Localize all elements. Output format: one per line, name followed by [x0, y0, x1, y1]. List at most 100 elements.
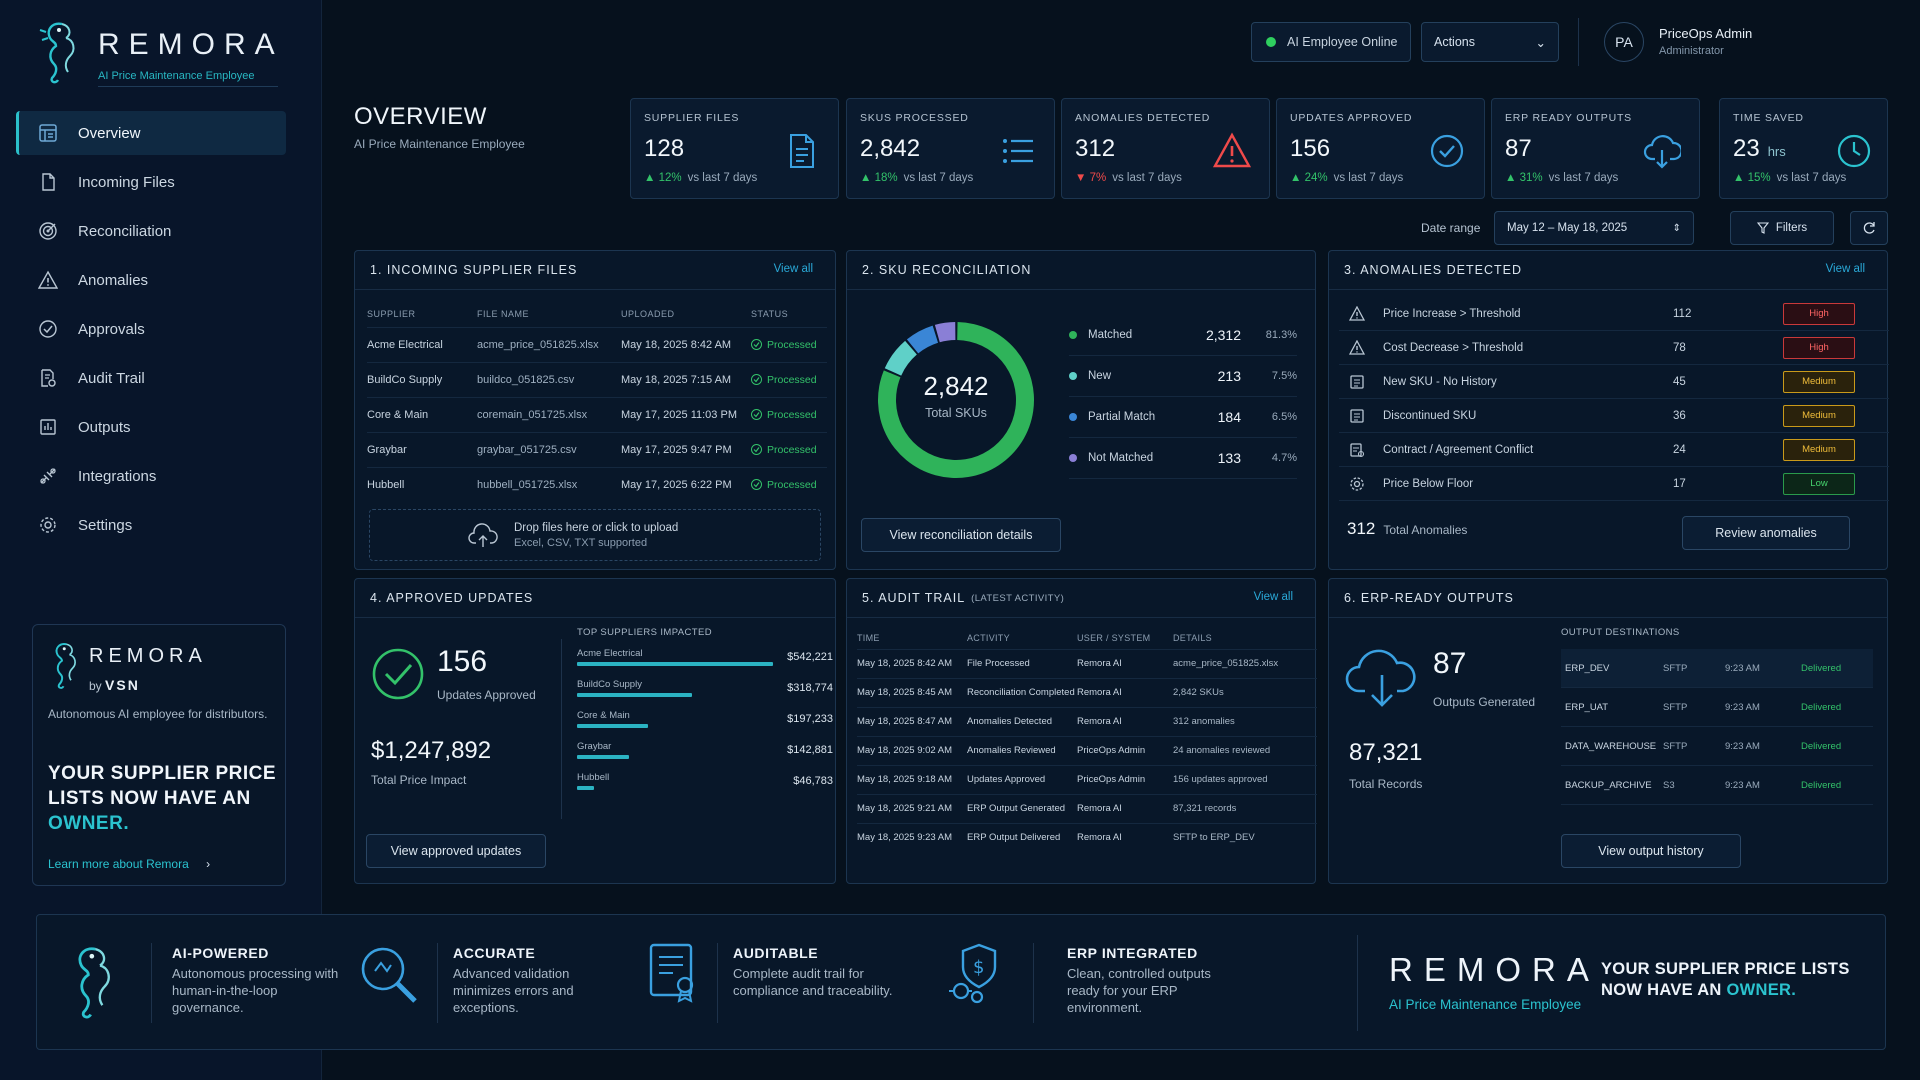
legend-count: 133 — [1217, 450, 1241, 466]
table-row[interactable]: May 18, 2025 8:47 AM Anomalies Detected Re… — [857, 706, 1317, 736]
anomaly-row[interactable]: Contract / Agreement Conflict 24 Medium — [1339, 433, 1889, 467]
bar[interactable] — [577, 755, 629, 759]
incoming-files-panel: 1. INCOMING SUPPLIER FILES View all SUPP… — [354, 250, 836, 570]
cloud-download-icon — [1643, 135, 1681, 169]
kpi-card-updates-approved[interactable]: UPDATES APPROVED 156 ▲ 24% vs last 7 days — [1276, 98, 1485, 199]
sidebar-item-incoming-files[interactable]: Incoming Files — [16, 160, 286, 204]
ai-status-pill[interactable]: AI Employee Online — [1251, 22, 1411, 62]
donut-slice-partial-match[interactable] — [906, 325, 939, 354]
severity-badge: Medium — [1783, 404, 1855, 427]
table-row[interactable]: Core & Main coremain_051725.xlsx May 17, 2… — [367, 396, 827, 432]
bar[interactable] — [577, 786, 594, 790]
warning-icon — [1213, 132, 1251, 168]
table-row[interactable]: Acme Electrical acme_price_051825.xlsx May… — [367, 326, 827, 362]
footer-slogan-text: YOUR SUPPLIER PRICE LISTS NOW HAVE AN — [1601, 960, 1850, 999]
anomaly-row[interactable]: Discontinued SKU 36 Medium — [1339, 399, 1889, 433]
table-row[interactable]: Graybar graybar_051725.csv May 17, 2025 9:… — [367, 431, 827, 467]
anomaly-row[interactable]: New SKU - No History 45 Medium — [1339, 365, 1889, 399]
legend-row[interactable]: New 213 7.5% — [1069, 356, 1297, 397]
table-row[interactable]: May 18, 2025 8:45 AM Reconciliation Compl… — [857, 677, 1317, 707]
list-icon — [1003, 139, 1033, 163]
destination-row[interactable]: DATA_WAREHOUSE SFTP 9:23 AM Delivered — [1561, 727, 1873, 766]
bar[interactable] — [577, 662, 773, 666]
kpi-value: 156 — [1290, 135, 1330, 163]
user-name[interactable]: PriceOps Admin — [1659, 26, 1753, 41]
view-output-history-button[interactable]: View output history — [1561, 834, 1741, 868]
refresh-button[interactable] — [1850, 211, 1888, 245]
kpi-card-supplier-files[interactable]: SUPPLIER FILES 128 ▲ 12% vs last 7 days — [630, 98, 839, 199]
review-anomalies-button[interactable]: Review anomalies — [1682, 516, 1850, 550]
kpi-label: UPDATES APPROVED — [1290, 112, 1413, 124]
kpi-card-skus-processed[interactable]: SKUS PROCESSED 2,842 ▲ 18% vs last 7 days — [846, 98, 1055, 199]
actions-dropdown[interactable]: Actions ⌄ — [1421, 22, 1559, 62]
kpi-card-time-saved[interactable]: TIME SAVED 23 hrs ▲ 15% vs last 7 days — [1719, 98, 1888, 199]
avatar[interactable]: PA — [1604, 22, 1644, 62]
audit-trail-panel: 5. AUDIT TRAIL (LATEST ACTIVITY) View all… — [846, 578, 1317, 884]
sidebar-item-approvals[interactable]: Approvals — [16, 307, 286, 351]
view-reconciliation-button[interactable]: View reconciliation details — [861, 518, 1061, 552]
supplier-cell: Hubbell — [367, 466, 477, 502]
user-cell: PriceOps Admin — [1077, 764, 1173, 794]
destination-row[interactable]: BACKUP_ARCHIVE S3 9:23 AM Delivered — [1561, 766, 1873, 805]
destination-row[interactable]: ERP_DEV SFTP 9:23 AM Delivered — [1561, 649, 1873, 688]
bar-row[interactable]: Acme Electrical $542,221 — [577, 648, 833, 679]
details-cell: 156 updates approved — [1173, 764, 1317, 794]
sidebar-item-overview[interactable]: Overview — [16, 111, 286, 155]
sort-chevron-icon: ⇕ — [1672, 222, 1681, 234]
bar[interactable] — [577, 693, 693, 697]
view-all-link[interactable]: View all — [1253, 591, 1293, 603]
sku-reconciliation-panel: 2. SKU RECONCILIATION 2,842 Total SKUs M… — [846, 250, 1316, 570]
bar-row[interactable]: BuildCo Supply $318,774 — [577, 679, 833, 710]
kpi-delta: ▲ 18% vs last 7 days — [860, 172, 973, 184]
brand-logo[interactable]: REMORA AI Price Maintenance Employee — [36, 18, 278, 90]
table-row[interactable]: May 18, 2025 8:42 AM File Processed Remora… — [857, 648, 1317, 678]
sidebar-item-reconciliation[interactable]: Reconciliation — [16, 209, 286, 253]
sidebar-item-settings[interactable]: Settings — [16, 503, 286, 547]
table-row[interactable]: Hubbell hubbell_051725.xlsx May 17, 2025 6… — [367, 466, 827, 502]
sidebar-item-outputs[interactable]: Outputs — [16, 405, 286, 449]
kpi-card-erp-ready-outputs[interactable]: ERP READY OUTPUTS 87 ▲ 31% vs last 7 days — [1491, 98, 1700, 199]
legend-row[interactable]: Matched 2,312 81.3% — [1069, 315, 1297, 356]
sidebar-item-audit-trail[interactable]: Audit Trail — [16, 356, 286, 400]
severity-badge: Low — [1783, 472, 1855, 495]
legend-row[interactable]: Not Matched 133 4.7% — [1069, 438, 1297, 479]
column-header: STATUS — [751, 308, 789, 319]
legend-row[interactable]: Partial Match 184 6.5% — [1069, 397, 1297, 438]
donut-slice-not-matched[interactable] — [934, 322, 956, 343]
upload-dropzone[interactable]: Drop files here or click to upload Excel… — [369, 509, 821, 561]
anomaly-row[interactable]: Cost Decrease > Threshold 78 High — [1339, 331, 1889, 365]
severity-badge: High — [1783, 302, 1855, 325]
kpi-value-number: 128 — [644, 135, 685, 162]
learn-more-label: Learn more about Remora — [48, 857, 189, 871]
sidebar-item-anomalies[interactable]: Anomalies — [16, 258, 286, 302]
table-row[interactable]: BuildCo Supply buildco_051825.csv May 18, … — [367, 361, 827, 397]
table-row[interactable]: May 18, 2025 9:23 AM ERP Output Delivered… — [857, 822, 1317, 852]
bar-row[interactable]: Core & Main $197,233 — [577, 710, 833, 741]
destination-time: 9:23 AM — [1725, 779, 1760, 791]
feature-divider — [151, 943, 152, 1023]
destination-row[interactable]: ERP_UAT SFTP 9:23 AM Delivered — [1561, 688, 1873, 727]
bar-value-label: $142,881 — [787, 744, 833, 756]
donut-slice-new[interactable] — [884, 340, 917, 376]
view-all-link[interactable]: View all — [773, 263, 813, 275]
bar[interactable] — [577, 724, 649, 728]
table-row[interactable]: May 18, 2025 9:18 AM Updates Approved Pric… — [857, 764, 1317, 794]
view-approved-updates-button[interactable]: View approved updates — [366, 834, 546, 868]
kpi-card-anomalies-detected[interactable]: ANOMALIES DETECTED 312 ▼ 7% vs last 7 days — [1061, 98, 1270, 199]
sidebar-item-integrations[interactable]: Integrations — [16, 454, 286, 498]
destination-status: Delivered — [1801, 662, 1842, 674]
view-all-link[interactable]: View all — [1825, 263, 1865, 275]
table-row[interactable]: May 18, 2025 9:02 AM Anomalies Reviewed Pr… — [857, 735, 1317, 765]
date-range-select[interactable]: May 12 – May 18, 2025 ⇕ — [1494, 211, 1694, 245]
file-icon — [38, 172, 58, 192]
bar-row[interactable]: Hubbell $46,783 — [577, 772, 833, 803]
sidebar-item-label: Settings — [78, 516, 133, 534]
anomaly-row[interactable]: Price Below Floor 17 Low — [1339, 467, 1889, 501]
bar-row[interactable]: Graybar $142,881 — [577, 741, 833, 772]
table-row[interactable]: May 18, 2025 9:21 AM ERP Output Generated… — [857, 793, 1317, 823]
kpi-unit: hrs — [1767, 144, 1786, 159]
filters-button[interactable]: Filters — [1730, 211, 1834, 245]
anomaly-row[interactable]: Price Increase > Threshold 112 High — [1339, 297, 1889, 331]
kpi-delta-value: 12% — [658, 172, 682, 184]
learn-more-link[interactable]: Learn more about Remora › — [48, 857, 210, 871]
